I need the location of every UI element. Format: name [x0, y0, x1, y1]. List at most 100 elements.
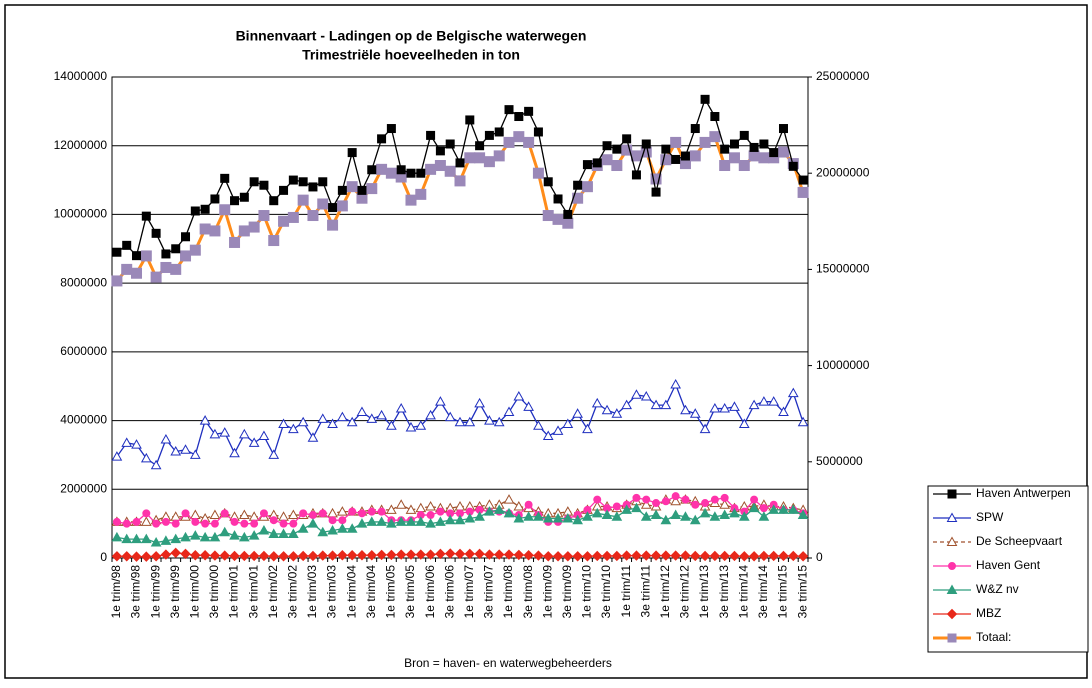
- data-point: [189, 530, 201, 540]
- data-point: [181, 509, 190, 518]
- data-point: [444, 411, 456, 422]
- data-point: [729, 507, 740, 518]
- x-tick-label: 1e trim/08: [501, 565, 515, 619]
- data-point: [582, 160, 592, 170]
- data-point: [719, 499, 731, 509]
- y-tick-label: 10000000: [54, 207, 108, 221]
- data-point: [229, 447, 240, 458]
- data-point: [681, 495, 690, 504]
- data-point: [542, 210, 554, 222]
- data-point: [415, 549, 426, 560]
- data-point: [435, 516, 446, 526]
- x-tick-label: 1e trim/00: [187, 565, 201, 619]
- x-tick-label: 3e trim/02: [286, 565, 300, 619]
- x-tick-label: 3e trim/15: [795, 565, 809, 619]
- data-point: [288, 175, 298, 185]
- data-point: [494, 549, 505, 560]
- data-point: [209, 428, 221, 439]
- data-point: [581, 181, 593, 193]
- data-point: [523, 401, 534, 411]
- x-tick-label: 3e trim/06: [442, 565, 456, 619]
- data-point: [395, 516, 407, 526]
- data-point: [601, 154, 613, 166]
- x-tick-label: 1e trim/02: [266, 565, 280, 619]
- data-point: [160, 261, 172, 273]
- data-point: [317, 413, 329, 423]
- data-point: [483, 156, 495, 168]
- legend-marker: [946, 608, 958, 620]
- data-point: [425, 500, 436, 511]
- data-point: [199, 223, 211, 235]
- data-point: [337, 185, 347, 195]
- data-point: [131, 267, 143, 279]
- data-point: [317, 198, 329, 210]
- data-point: [337, 506, 348, 516]
- data-point: [464, 512, 476, 523]
- data-point: [238, 509, 250, 520]
- data-point: [474, 511, 485, 521]
- x-tick-label: 3e trim/00: [207, 565, 221, 619]
- y-tick-label: 2000000: [60, 481, 107, 495]
- data-point: [632, 493, 641, 502]
- data-point: [474, 548, 485, 560]
- data-point: [778, 406, 789, 416]
- y2-tick-label: 20000000: [816, 165, 870, 179]
- data-point: [552, 425, 564, 435]
- x-tick-label: 3e trim/10: [599, 565, 613, 619]
- x-tick-label: 1e trim/06: [423, 565, 437, 619]
- data-point: [132, 517, 141, 526]
- data-point: [533, 550, 544, 561]
- data-point: [190, 206, 200, 216]
- legend-marker: [947, 489, 957, 499]
- data-point: [719, 160, 731, 172]
- chart-subtitle: Trimestriële hoeveelheden in ton: [302, 47, 520, 63]
- data-point: [307, 518, 319, 528]
- data-point: [670, 378, 682, 389]
- data-point: [171, 519, 180, 528]
- x-tick-label: 1e trim/14: [736, 565, 750, 619]
- data-point: [287, 211, 299, 223]
- data-point: [426, 130, 436, 140]
- data-point: [426, 511, 435, 520]
- data-point: [720, 144, 730, 154]
- data-point: [778, 504, 789, 514]
- y2-tick-label: 25000000: [816, 69, 870, 83]
- x-tick-label: 3e trim/01: [246, 565, 260, 619]
- data-point: [405, 194, 417, 206]
- data-point: [406, 168, 416, 178]
- x-tick-label: 1e trim/09: [540, 565, 554, 619]
- y-tick-label: 8000000: [60, 275, 107, 289]
- data-point: [758, 396, 770, 406]
- data-point: [601, 550, 613, 562]
- data-point: [611, 511, 623, 521]
- data-point: [788, 550, 799, 562]
- data-point: [308, 511, 317, 520]
- data-point: [405, 504, 417, 514]
- data-point: [219, 526, 231, 537]
- data-point: [189, 449, 201, 459]
- data-point: [160, 535, 172, 545]
- data-point: [768, 396, 780, 406]
- data-point: [210, 194, 220, 204]
- data-point: [513, 512, 525, 523]
- data-point: [268, 235, 280, 247]
- data-point: [709, 403, 721, 413]
- data-point: [161, 517, 170, 526]
- source-note: Bron = haven- en waterwegbeheerders: [404, 656, 612, 670]
- data-point: [180, 444, 191, 454]
- data-point: [328, 516, 337, 525]
- y-tick-label: 6000000: [60, 344, 107, 358]
- data-point: [710, 112, 720, 122]
- data-point: [377, 507, 386, 516]
- x-tick-label: 3e trim/08: [521, 565, 535, 619]
- data-point: [160, 433, 172, 444]
- x-tick-label: 1e trim/07: [462, 565, 476, 619]
- data-point: [366, 516, 378, 526]
- series-group: [111, 378, 809, 470]
- data-point: [346, 416, 358, 427]
- data-point: [161, 249, 171, 259]
- data-point: [797, 186, 809, 198]
- data-point: [170, 533, 182, 544]
- data-point: [728, 152, 740, 164]
- data-point: [220, 509, 229, 518]
